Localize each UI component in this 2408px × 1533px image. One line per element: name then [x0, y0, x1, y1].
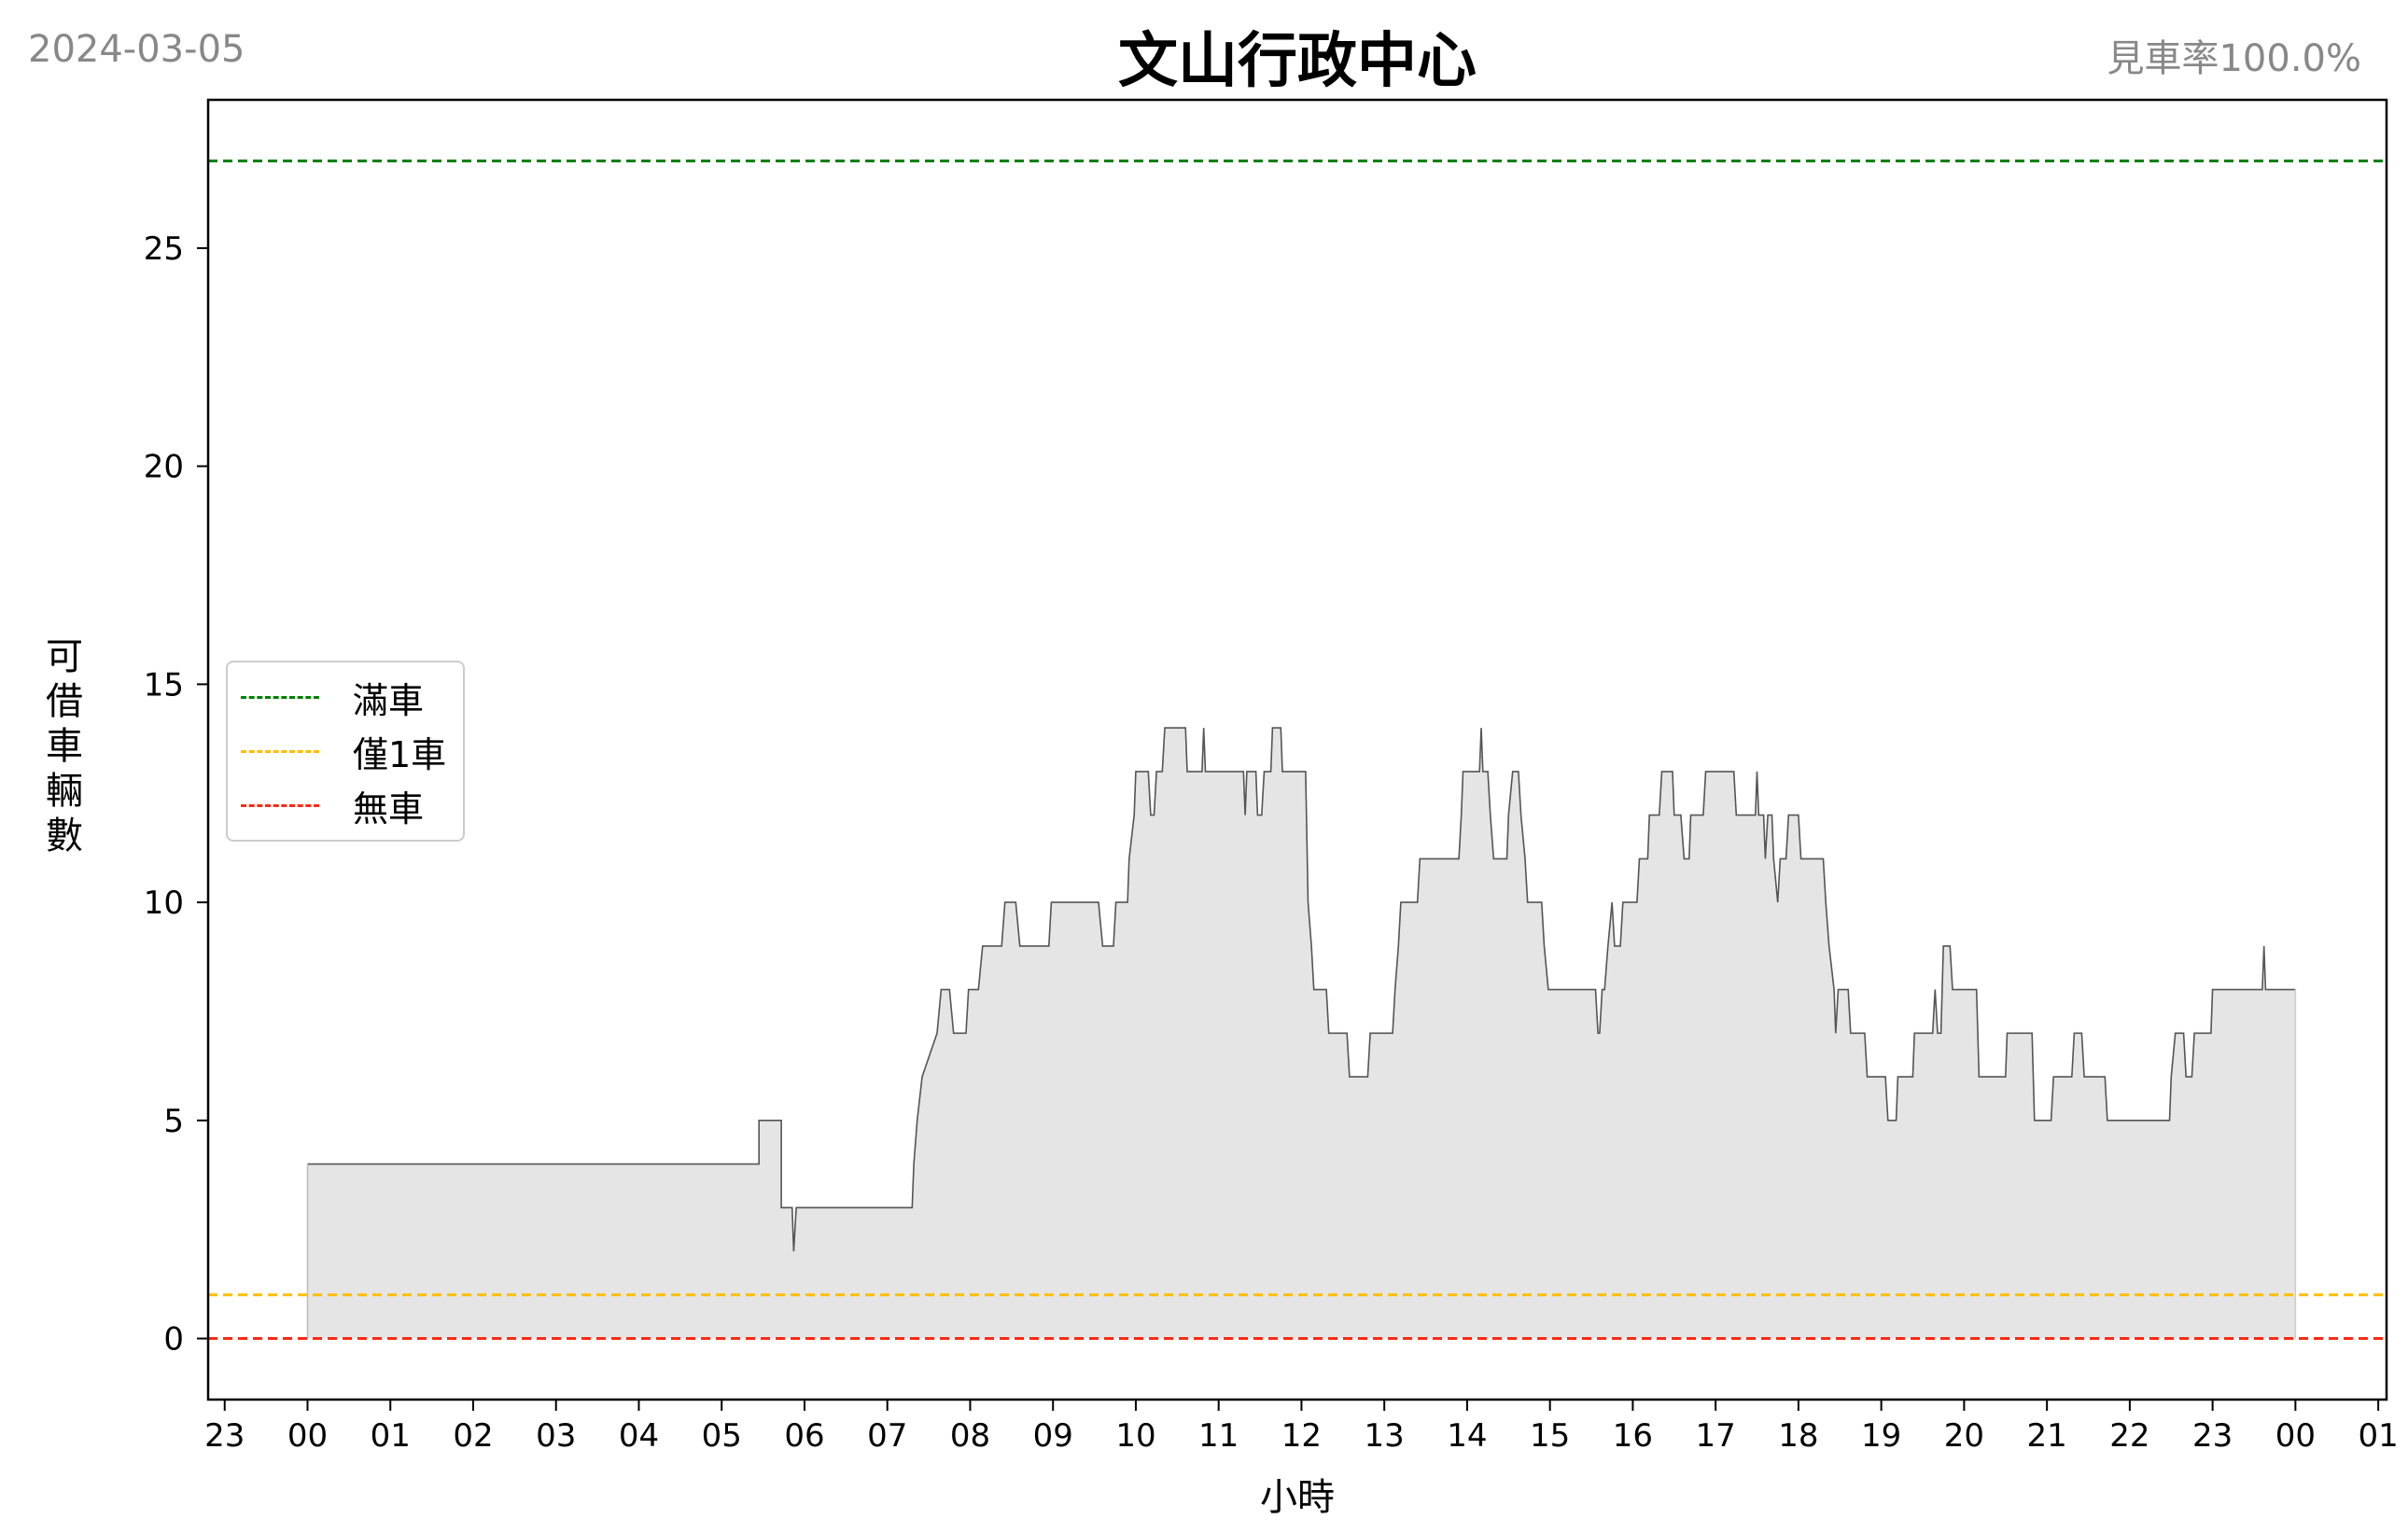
x-tick-label: 15: [1530, 1417, 1570, 1455]
legend-label-one-left: 僅1車: [353, 733, 447, 775]
legend-line-full: [241, 695, 319, 699]
x-tick-label: 18: [1778, 1417, 1818, 1455]
x-tick-label: 00: [287, 1417, 328, 1455]
legend: 滿車 僅1車 無車: [226, 661, 465, 842]
series-line: [307, 727, 2296, 1252]
x-tick-label: 13: [1365, 1417, 1405, 1455]
y-ticks-layer: 0 5 10 15 20 25: [144, 230, 208, 1359]
series-area-fill: [307, 728, 2296, 1339]
x-tick-label: 11: [1198, 1417, 1239, 1455]
x-tick-label: 14: [1447, 1417, 1487, 1455]
x-ticks-layer: 23 00 01 02 03 04 05 06 07 08 09 10 11 12 13 14 15 16 17 18…: [204, 1400, 2399, 1455]
x-tick-label: 01: [371, 1417, 411, 1455]
x-tick-label: 23: [2192, 1417, 2233, 1455]
x-tick-label: 23: [204, 1417, 245, 1455]
x-tick-label: 19: [1861, 1417, 1901, 1455]
x-tick-label: 08: [950, 1417, 990, 1455]
x-tick-label: 16: [1613, 1417, 1653, 1455]
x-tick-label: 04: [619, 1417, 659, 1455]
x-tick-label: 05: [702, 1417, 742, 1455]
legend-line-empty: [241, 803, 319, 807]
y-axis-label-text: 可借車輛數: [46, 635, 83, 857]
area-layer: [306, 727, 2297, 1339]
legend-label-full: 滿車: [353, 679, 425, 721]
y-tick-label: 10: [144, 885, 184, 922]
x-tick-label: 22: [2109, 1417, 2149, 1455]
x-tick-label: 00: [2275, 1417, 2316, 1455]
legend-item-one-left: 僅1車: [241, 728, 447, 775]
y-axis-label: 可借車輛數: [41, 634, 88, 858]
y-tick-label: 0: [163, 1321, 184, 1359]
x-tick-label: 12: [1281, 1417, 1322, 1455]
x-tick-label: 20: [1944, 1417, 1984, 1455]
x-tick-label: 06: [784, 1417, 824, 1455]
legend-line-one-left: [241, 749, 319, 753]
x-axis-label: 小時: [1260, 1476, 1335, 1519]
legend-item-full: 滿車: [241, 674, 425, 721]
x-tick-label: 17: [1696, 1417, 1736, 1455]
x-tick-label: 07: [867, 1417, 907, 1455]
y-tick-label: 5: [163, 1103, 184, 1140]
plot-frame: [206, 98, 2388, 1401]
x-tick-label: 03: [536, 1417, 576, 1455]
legend-item-empty: 無車: [241, 782, 424, 829]
chart-title: 文山行政中心: [1118, 27, 1477, 96]
legend-label-empty: 無車: [353, 787, 425, 829]
reference-lines-layer: [208, 159, 2387, 1341]
x-tick-label: 10: [1115, 1417, 1155, 1455]
x-tick-label: 02: [453, 1417, 493, 1455]
availability-rate: 見車率100.0%: [2107, 37, 2361, 80]
x-tick-label: 01: [2358, 1417, 2398, 1455]
y-tick-label: 20: [144, 449, 184, 486]
date-label: 2024-03-05: [28, 28, 245, 71]
x-tick-label: 09: [1033, 1417, 1073, 1455]
y-tick-label: 25: [144, 230, 184, 268]
y-tick-label: 15: [144, 666, 184, 704]
x-tick-label: 21: [2027, 1417, 2067, 1455]
